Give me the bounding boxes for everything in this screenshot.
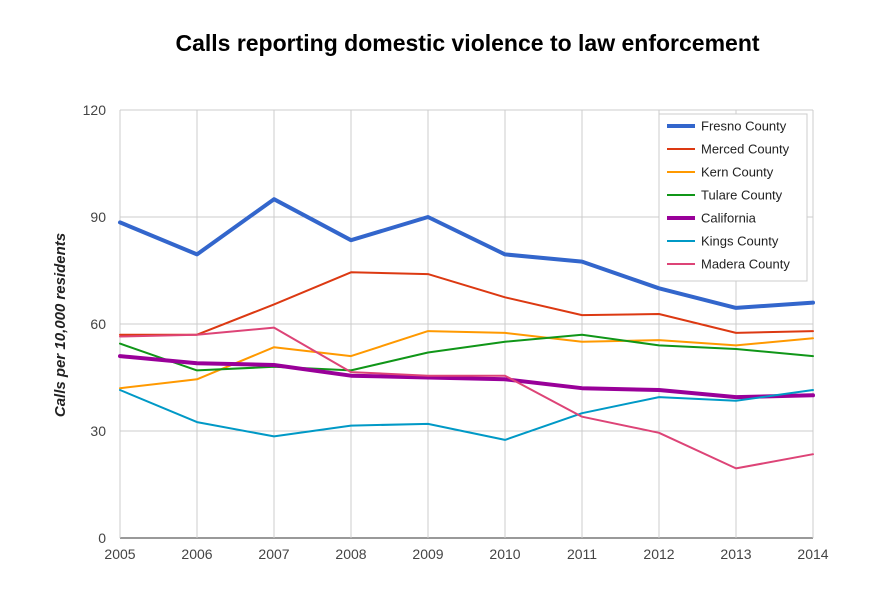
y-tick-label: 60: [90, 316, 106, 332]
x-tick-label: 2006: [181, 546, 212, 562]
series-line-kings-county: [119, 389, 814, 441]
y-tick-label: 90: [90, 209, 106, 225]
x-tick-label: 2014: [797, 546, 828, 562]
legend-entry: Madera County: [701, 257, 790, 272]
series-line-fresno-county: [118, 197, 815, 310]
legend-entry: California: [701, 211, 757, 226]
x-tick-label: 2010: [489, 546, 520, 562]
legend: Fresno County Merced County Kern County Tul…: [658, 113, 808, 282]
chart-title: Calls reporting domestic violence to law…: [175, 30, 760, 56]
x-tick-label: 2005: [104, 546, 135, 562]
series-line-madera-county: [119, 326, 814, 470]
legend-entry: Kern County: [701, 165, 774, 180]
series-line-merced-county: [119, 271, 814, 336]
series-line-tulare-county: [119, 333, 814, 372]
y-tick-label: 0: [98, 530, 106, 546]
y-tick-label: 30: [90, 423, 106, 439]
legend-entry: Tulare County: [701, 188, 783, 203]
legend-entry: Kings County: [701, 234, 779, 249]
legend-entry: Merced County: [701, 142, 790, 157]
y-axis-ticks: 0 30 60 90 120: [83, 102, 107, 546]
legend-entry: Fresno County: [701, 119, 787, 134]
series-line-california: [118, 354, 815, 400]
x-tick-label: 2007: [258, 546, 289, 562]
series-lines: [118, 197, 815, 470]
y-axis-label: Calls per 10,000 residents: [52, 233, 69, 417]
legend-box: [658, 113, 808, 282]
x-tick-label: 2013: [720, 546, 751, 562]
x-tick-label: 2008: [335, 546, 366, 562]
y-tick-label: 120: [83, 102, 107, 118]
x-axis-ticks: 2005 2006 2007 2008 2009 2010 2011 2012 2013 2014: [104, 546, 828, 562]
x-tick-label: 2011: [567, 546, 597, 562]
x-tick-label: 2012: [643, 546, 674, 562]
x-tick-label: 2009: [412, 546, 443, 562]
